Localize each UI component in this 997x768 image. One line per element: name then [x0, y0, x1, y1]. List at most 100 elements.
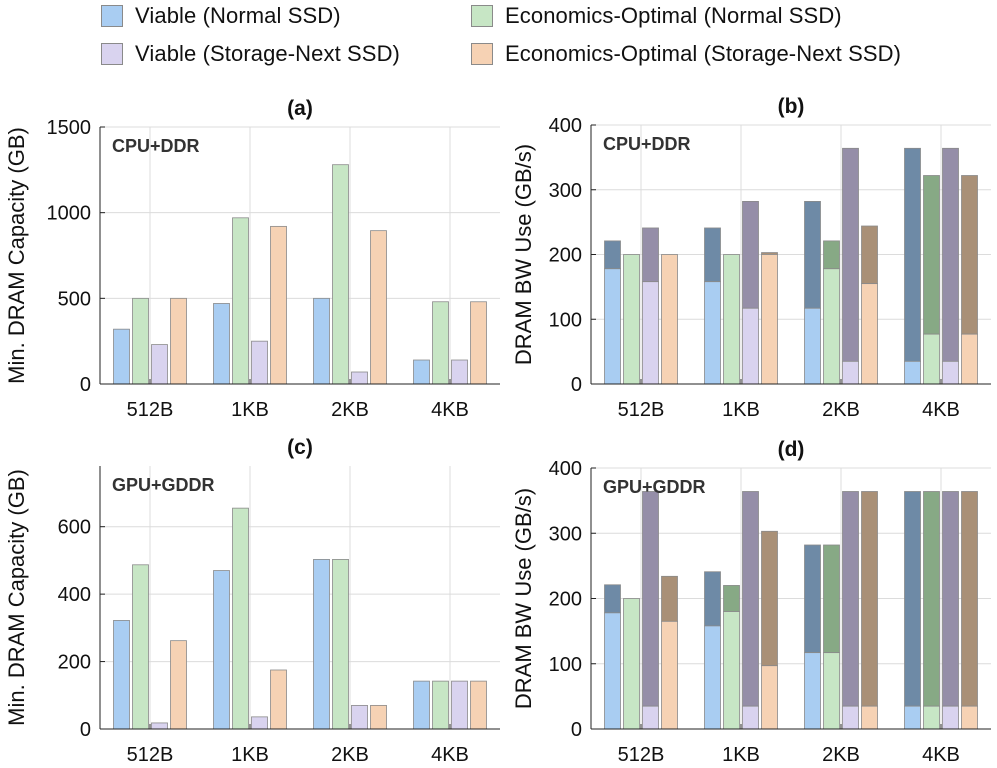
y-tick-label: 500	[58, 288, 91, 310]
y-tick-label: 1500	[47, 117, 92, 139]
bar-econ-next	[370, 704, 387, 730]
y-tick-label: 200	[549, 589, 582, 611]
bar-viable-next	[742, 307, 759, 385]
x-tick-label: 2KB	[331, 744, 369, 766]
x-tick-label: 4KB	[922, 399, 960, 421]
bar-viable-next	[742, 705, 759, 730]
bar-total-viable-normal	[704, 571, 721, 627]
bar-viable-next	[642, 705, 659, 730]
bar-econ-next	[761, 254, 778, 385]
bar-viable-normal	[113, 620, 130, 730]
panel-annotation: GPU+GDDR	[603, 477, 706, 497]
x-tick-label: 1KB	[722, 399, 760, 421]
bar-total-econ-next	[761, 530, 778, 667]
bar-total-viable-next	[842, 491, 859, 707]
bar-econ-normal	[332, 558, 349, 730]
x-tick-label: 4KB	[431, 399, 469, 421]
bar-econ-next	[470, 680, 487, 730]
y-tick-label: 0	[571, 374, 582, 396]
legend-item-econ-next: Economics-Optimal (Storage-Next SSD)	[471, 41, 901, 67]
panel-title: (d)	[778, 438, 805, 461]
panel-title: (c)	[287, 436, 313, 459]
bar-total-econ-next	[861, 225, 878, 285]
bar-total-econ-normal	[923, 175, 940, 335]
legend-label: Economics-Optimal (Storage-Next SSD)	[505, 41, 902, 66]
bar-econ-normal	[232, 507, 249, 730]
legend-swatch	[101, 43, 123, 65]
y-tick-label: 1000	[47, 203, 92, 225]
bar-econ-normal	[823, 652, 840, 730]
bar-total-viable-next	[642, 227, 659, 283]
bar-econ-next	[270, 225, 287, 385]
bar-total-viable-normal	[704, 227, 721, 283]
bar-viable-normal	[704, 625, 721, 730]
bar-econ-normal	[923, 333, 940, 385]
bar-viable-normal	[704, 281, 721, 385]
y-tick-label: 100	[549, 654, 582, 676]
y-axis-label: Min. DRAM Capacity (GB)	[4, 469, 29, 726]
bar-viable-normal	[904, 360, 921, 385]
bar-total-viable-normal	[804, 544, 821, 654]
legend-label: Viable (Storage-Next SSD)	[135, 41, 400, 66]
bar-viable-normal	[804, 652, 821, 730]
y-tick-label: 0	[80, 719, 91, 741]
x-tick-label: 512B	[618, 744, 665, 766]
legend-item-econ-normal: Economics-Optimal (Normal SSD)	[471, 3, 842, 29]
bar-econ-normal	[623, 598, 640, 730]
x-tick-label: 1KB	[231, 744, 269, 766]
bar-viable-next	[842, 705, 859, 730]
bar-total-econ-normal	[823, 544, 840, 654]
bar-econ-next	[761, 665, 778, 730]
x-tick-label: 512B	[618, 399, 665, 421]
panel-title: (a)	[287, 97, 313, 120]
bar-total-econ-next	[961, 175, 978, 335]
y-tick-label: 200	[549, 245, 582, 267]
bar-econ-normal	[823, 268, 840, 385]
bar-total-viable-normal	[904, 147, 921, 362]
bar-viable-next	[151, 344, 168, 385]
bar-viable-next	[642, 281, 659, 385]
bar-econ-next	[470, 301, 487, 385]
bar-total-econ-normal	[723, 585, 740, 612]
bar-total-econ-next	[861, 491, 878, 707]
bar-econ-next	[961, 705, 978, 730]
bar-econ-normal	[132, 564, 149, 730]
legend-swatch	[101, 5, 123, 27]
bar-viable-next	[942, 705, 959, 730]
y-axis-label: Min. DRAM Capacity (GB)	[4, 127, 29, 384]
y-axis-label: DRAM BW Use (GB/s)	[511, 488, 536, 709]
bar-viable-normal	[313, 297, 330, 385]
bar-viable-next	[251, 340, 268, 385]
bar-total-viable-next	[742, 201, 759, 309]
panel-title: (b)	[778, 95, 805, 118]
bar-econ-next	[270, 669, 287, 730]
bar-viable-next	[251, 716, 268, 730]
bar-viable-next	[451, 359, 468, 385]
bar-econ-normal	[623, 254, 640, 385]
x-tick-label: 1KB	[231, 399, 269, 421]
bar-viable-next	[451, 680, 468, 730]
y-axis-label: DRAM BW Use (GB/s)	[511, 144, 536, 365]
y-tick-label: 400	[58, 584, 91, 606]
x-tick-label: 2KB	[331, 399, 369, 421]
bar-total-viable-normal	[904, 491, 921, 707]
bar-viable-normal	[904, 705, 921, 730]
bar-viable-normal	[604, 268, 621, 385]
bar-econ-next	[370, 230, 387, 385]
x-tick-label: 2KB	[822, 744, 860, 766]
bar-total-viable-next	[742, 491, 759, 707]
x-tick-label: 512B	[127, 399, 174, 421]
bar-econ-normal	[923, 705, 940, 730]
x-tick-label: 2KB	[822, 399, 860, 421]
bar-total-econ-next	[661, 575, 678, 622]
bar-econ-normal	[723, 254, 740, 385]
x-tick-label: 4KB	[431, 744, 469, 766]
legend-swatch	[471, 5, 493, 27]
panel-annotation: CPU+DDR	[603, 134, 691, 154]
legend-item-viable-normal: Viable (Normal SSD)	[101, 3, 341, 29]
y-tick-label: 400	[549, 458, 582, 480]
bar-total-viable-normal	[804, 201, 821, 309]
bar-econ-next	[861, 705, 878, 730]
panel-annotation: CPU+DDR	[112, 136, 200, 156]
x-tick-label: 1KB	[722, 744, 760, 766]
